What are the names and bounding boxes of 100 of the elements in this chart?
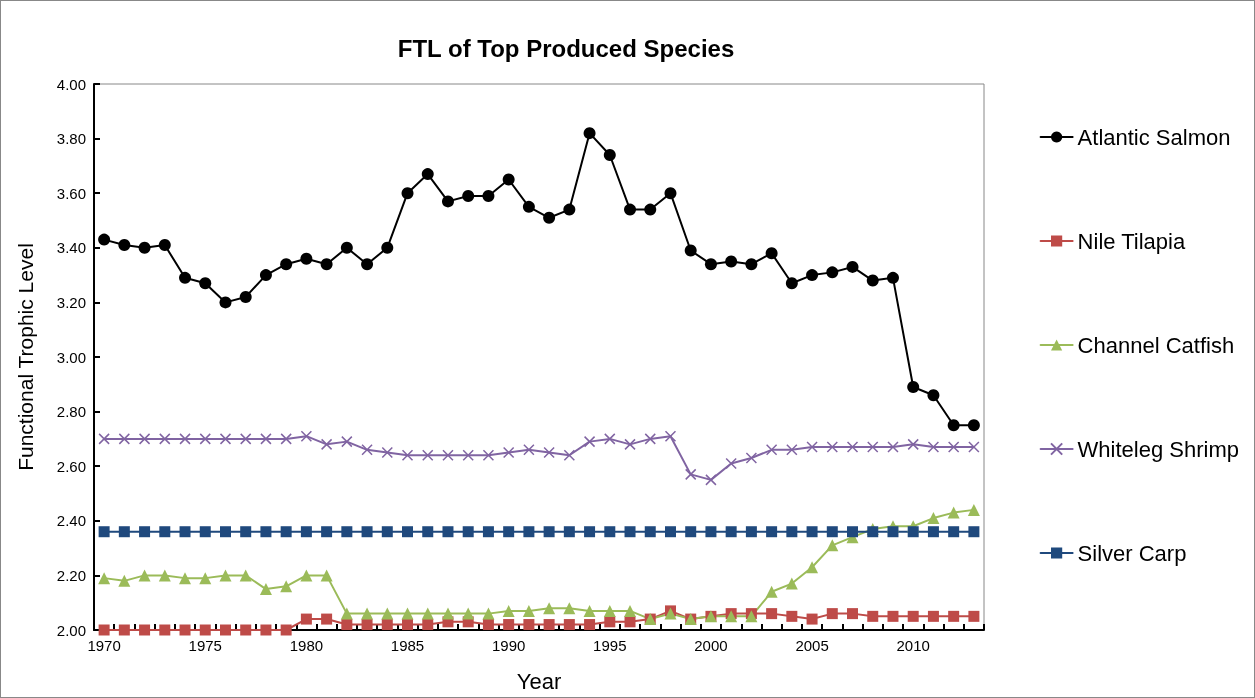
point <box>340 607 353 620</box>
point <box>361 258 374 271</box>
point <box>887 441 899 453</box>
point <box>624 203 637 216</box>
point <box>766 526 778 538</box>
point <box>785 277 798 290</box>
point <box>502 604 515 617</box>
point <box>927 526 939 538</box>
point <box>705 526 717 538</box>
x-tick-label: 1975 <box>188 637 222 654</box>
point <box>401 607 414 620</box>
point <box>381 526 393 538</box>
point <box>947 441 960 453</box>
point <box>199 572 212 585</box>
y-tick-label: 3.40 <box>56 239 86 257</box>
point <box>685 526 697 538</box>
legend-label: Channel Catfish <box>1077 332 1235 358</box>
point <box>462 189 475 202</box>
point <box>260 624 272 636</box>
x-axis-title: Year <box>516 668 562 694</box>
point <box>543 619 555 631</box>
point <box>159 624 171 636</box>
point <box>280 624 292 636</box>
point <box>259 269 272 282</box>
point <box>482 619 494 631</box>
point <box>644 526 656 538</box>
point <box>847 608 859 620</box>
point <box>441 607 454 620</box>
point <box>846 441 859 453</box>
point <box>280 258 293 271</box>
point <box>422 526 434 538</box>
point <box>260 433 272 445</box>
point <box>179 271 192 284</box>
point <box>725 457 737 470</box>
point <box>725 255 738 268</box>
point <box>462 449 474 462</box>
point <box>584 526 596 538</box>
point <box>968 526 980 538</box>
point <box>786 610 798 622</box>
legend-label: Atlantic Salmon <box>1077 124 1231 150</box>
point <box>118 526 130 538</box>
point <box>927 512 940 525</box>
point <box>361 444 373 456</box>
point <box>806 269 819 282</box>
point <box>199 433 211 445</box>
point <box>98 526 110 538</box>
point <box>664 526 676 538</box>
point <box>158 569 171 582</box>
point <box>522 200 535 213</box>
point <box>927 389 940 402</box>
point <box>867 610 879 622</box>
point <box>786 444 798 456</box>
y-tick-label: 3.60 <box>56 184 86 202</box>
point <box>502 173 515 186</box>
point <box>705 474 717 486</box>
point <box>948 610 960 622</box>
x-tick-label: 1995 <box>593 637 627 654</box>
point <box>300 613 312 625</box>
point <box>947 506 960 519</box>
point <box>563 203 576 216</box>
point <box>260 526 272 538</box>
point <box>361 619 373 631</box>
point <box>624 616 636 628</box>
point <box>179 526 191 538</box>
point <box>219 624 231 636</box>
point <box>300 252 313 265</box>
point <box>745 258 758 271</box>
point <box>179 572 192 585</box>
point <box>401 449 414 462</box>
point <box>907 610 919 622</box>
point <box>604 526 616 538</box>
y-tick-label: 2.40 <box>56 512 86 530</box>
point <box>604 433 616 445</box>
point <box>543 602 556 615</box>
x-tick-label: 1970 <box>87 637 121 654</box>
point <box>320 258 333 271</box>
point <box>381 607 394 620</box>
point <box>866 274 879 287</box>
point <box>603 604 616 617</box>
point <box>603 148 616 161</box>
point <box>523 444 535 456</box>
point <box>806 441 818 453</box>
point <box>482 449 495 462</box>
point <box>159 433 171 445</box>
point <box>644 203 657 216</box>
point <box>361 526 373 538</box>
point <box>280 433 292 445</box>
point <box>806 613 818 625</box>
y-tick-label: 3.80 <box>56 130 86 148</box>
point <box>624 438 636 451</box>
point <box>704 258 717 271</box>
point <box>381 446 394 459</box>
point <box>118 239 131 252</box>
point <box>118 433 131 445</box>
point <box>867 441 879 453</box>
point <box>421 607 434 620</box>
point <box>887 526 899 538</box>
point <box>381 241 394 254</box>
point <box>341 526 353 538</box>
point <box>927 610 939 622</box>
